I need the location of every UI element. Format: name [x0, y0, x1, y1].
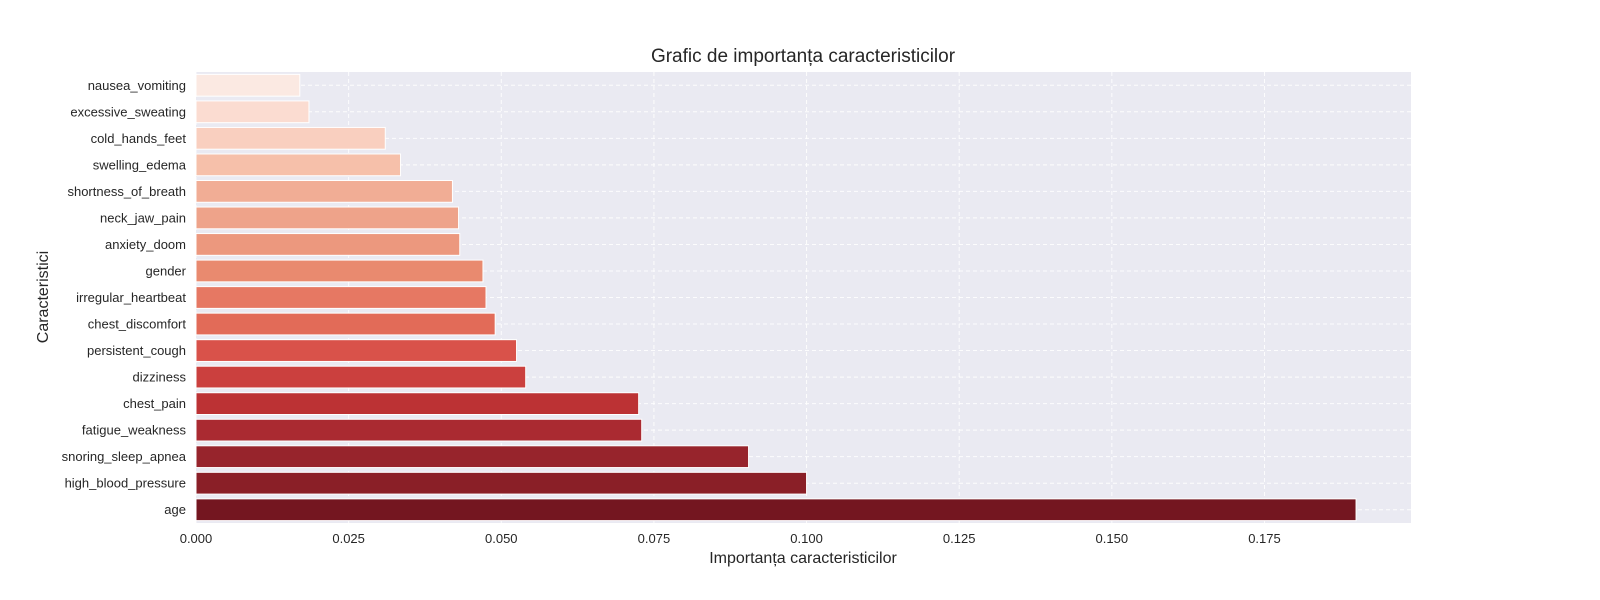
bar-chest-pain	[195, 392, 640, 415]
y-tick-label: cold_hands_feet	[91, 131, 187, 146]
y-tick-label: excessive_sweating	[70, 104, 186, 119]
y-tick-label: snoring_sleep_apnea	[62, 449, 187, 464]
bar-fatigue-weakness	[195, 418, 643, 442]
y-tick-label: shortness_of_breath	[67, 184, 186, 199]
bars	[195, 73, 1357, 522]
y-tick-label: neck_jaw_pain	[100, 210, 186, 225]
x-tick-label: 0.050	[485, 531, 518, 546]
x-tick-label: 0.025	[332, 531, 365, 546]
y-axis-title: Caracteristici	[35, 251, 52, 343]
bar-chest-discomfort	[195, 312, 496, 336]
y-tick-label: chest_discomfort	[88, 317, 187, 332]
x-tick-label: 0.075	[638, 531, 671, 546]
x-tick-label: 0.000	[180, 531, 213, 546]
y-tick-label: anxiety_doom	[105, 237, 186, 252]
y-tick-label: age	[164, 502, 186, 517]
bar-persistent-cough	[195, 339, 518, 362]
bar-dizziness	[195, 365, 527, 389]
x-tick-label: 0.175	[1248, 531, 1281, 546]
x-tick-labels: 0.000 0.025 0.050 0.075 0.100 0.125 0.150 0.175	[180, 531, 1281, 546]
x-tick-label: 0.125	[943, 531, 976, 546]
bar-irregular-heartbeat	[195, 286, 487, 309]
y-tick-label: gender	[146, 263, 187, 278]
x-tick-label: 0.150	[1096, 531, 1129, 546]
y-tick-label: high_blood_pressure	[65, 476, 186, 491]
chart-title: Grafic de importanța caracteristicilor	[651, 46, 956, 67]
bar-excessive-sweating	[195, 100, 310, 124]
bar-neck-jaw-pain	[195, 206, 460, 230]
bar-swelling-edema	[195, 153, 402, 177]
y-tick-label: swelling_edema	[93, 157, 187, 172]
y-tick-label: irregular_heartbeat	[76, 290, 186, 305]
x-tick-label: 0.100	[790, 531, 823, 546]
y-tick-label: dizziness	[133, 370, 187, 385]
bar-high-blood-pressure	[195, 471, 808, 495]
bar-age	[195, 498, 1357, 522]
x-axis-title: Importanța caracteristicilor	[709, 550, 897, 567]
bar-gender	[195, 259, 484, 283]
bar-anxiety-doom	[195, 233, 461, 256]
y-tick-label: persistent_cough	[87, 343, 186, 358]
y-tick-label: fatigue_weakness	[82, 423, 187, 438]
bar-nausea-vomiting	[195, 73, 301, 97]
y-tick-label: nausea_vomiting	[88, 78, 186, 93]
y-tick-labels: nausea_vomiting excessive_sweating cold_ha…	[62, 78, 187, 517]
bar-cold-hands-feet	[195, 126, 386, 150]
bar-shortness-of-breath	[195, 180, 453, 203]
bar-snoring-sleep-apnea	[195, 445, 750, 469]
y-tick-label: chest_pain	[123, 396, 186, 411]
